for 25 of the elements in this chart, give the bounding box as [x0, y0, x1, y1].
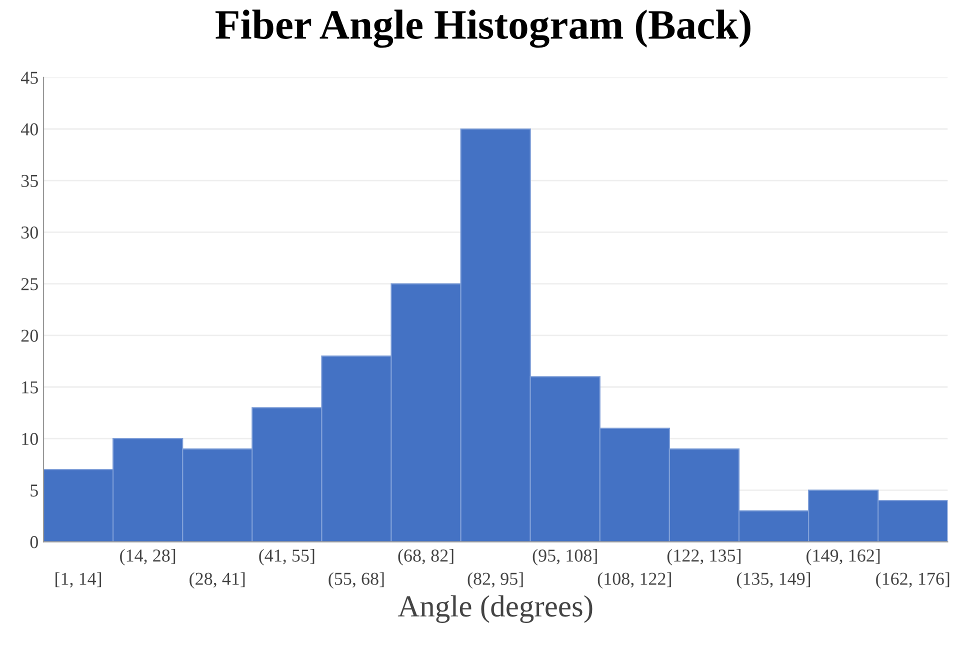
y-tick-label: 30	[21, 226, 38, 239]
x-tick-label: (135, 149]	[736, 572, 810, 589]
y-tick-label: 25	[21, 278, 38, 290]
y-tick-label: 20	[21, 330, 38, 342]
x-tick-label: (122, 135]	[667, 548, 741, 566]
y-tick-label: 45	[20, 72, 38, 84]
y-tick-label: 5	[30, 484, 38, 497]
y-tick-label: 10	[22, 432, 38, 446]
y-tick-label: 0	[30, 536, 38, 548]
y-tick-label: 35	[21, 174, 38, 188]
y-tick-label: 15	[22, 381, 38, 394]
x-tick-label: (41, 55]	[259, 548, 314, 566]
x-tick-label: (108, 122]	[598, 572, 671, 589]
x-tick-label: (14, 28]	[120, 548, 176, 566]
x-tick-label: (95, 108]	[532, 548, 597, 566]
chart-title: Fiber Angle Histogram (Back)	[216, 10, 750, 48]
x-tick-label: (149, 162]	[806, 548, 880, 566]
x-tick-label: (82, 95]	[468, 572, 523, 589]
x-tick-label: (68, 82]	[398, 548, 454, 566]
x-tick-label: (55, 68]	[328, 572, 384, 589]
x-axis-title: Angle (degrees)	[398, 595, 592, 623]
x-tick-label: [1, 14]	[56, 572, 102, 588]
x-tick-label: (162, 176]	[876, 572, 950, 589]
x-tick-label: (28, 41]	[190, 572, 245, 589]
y-tick-label: 40	[20, 123, 38, 136]
